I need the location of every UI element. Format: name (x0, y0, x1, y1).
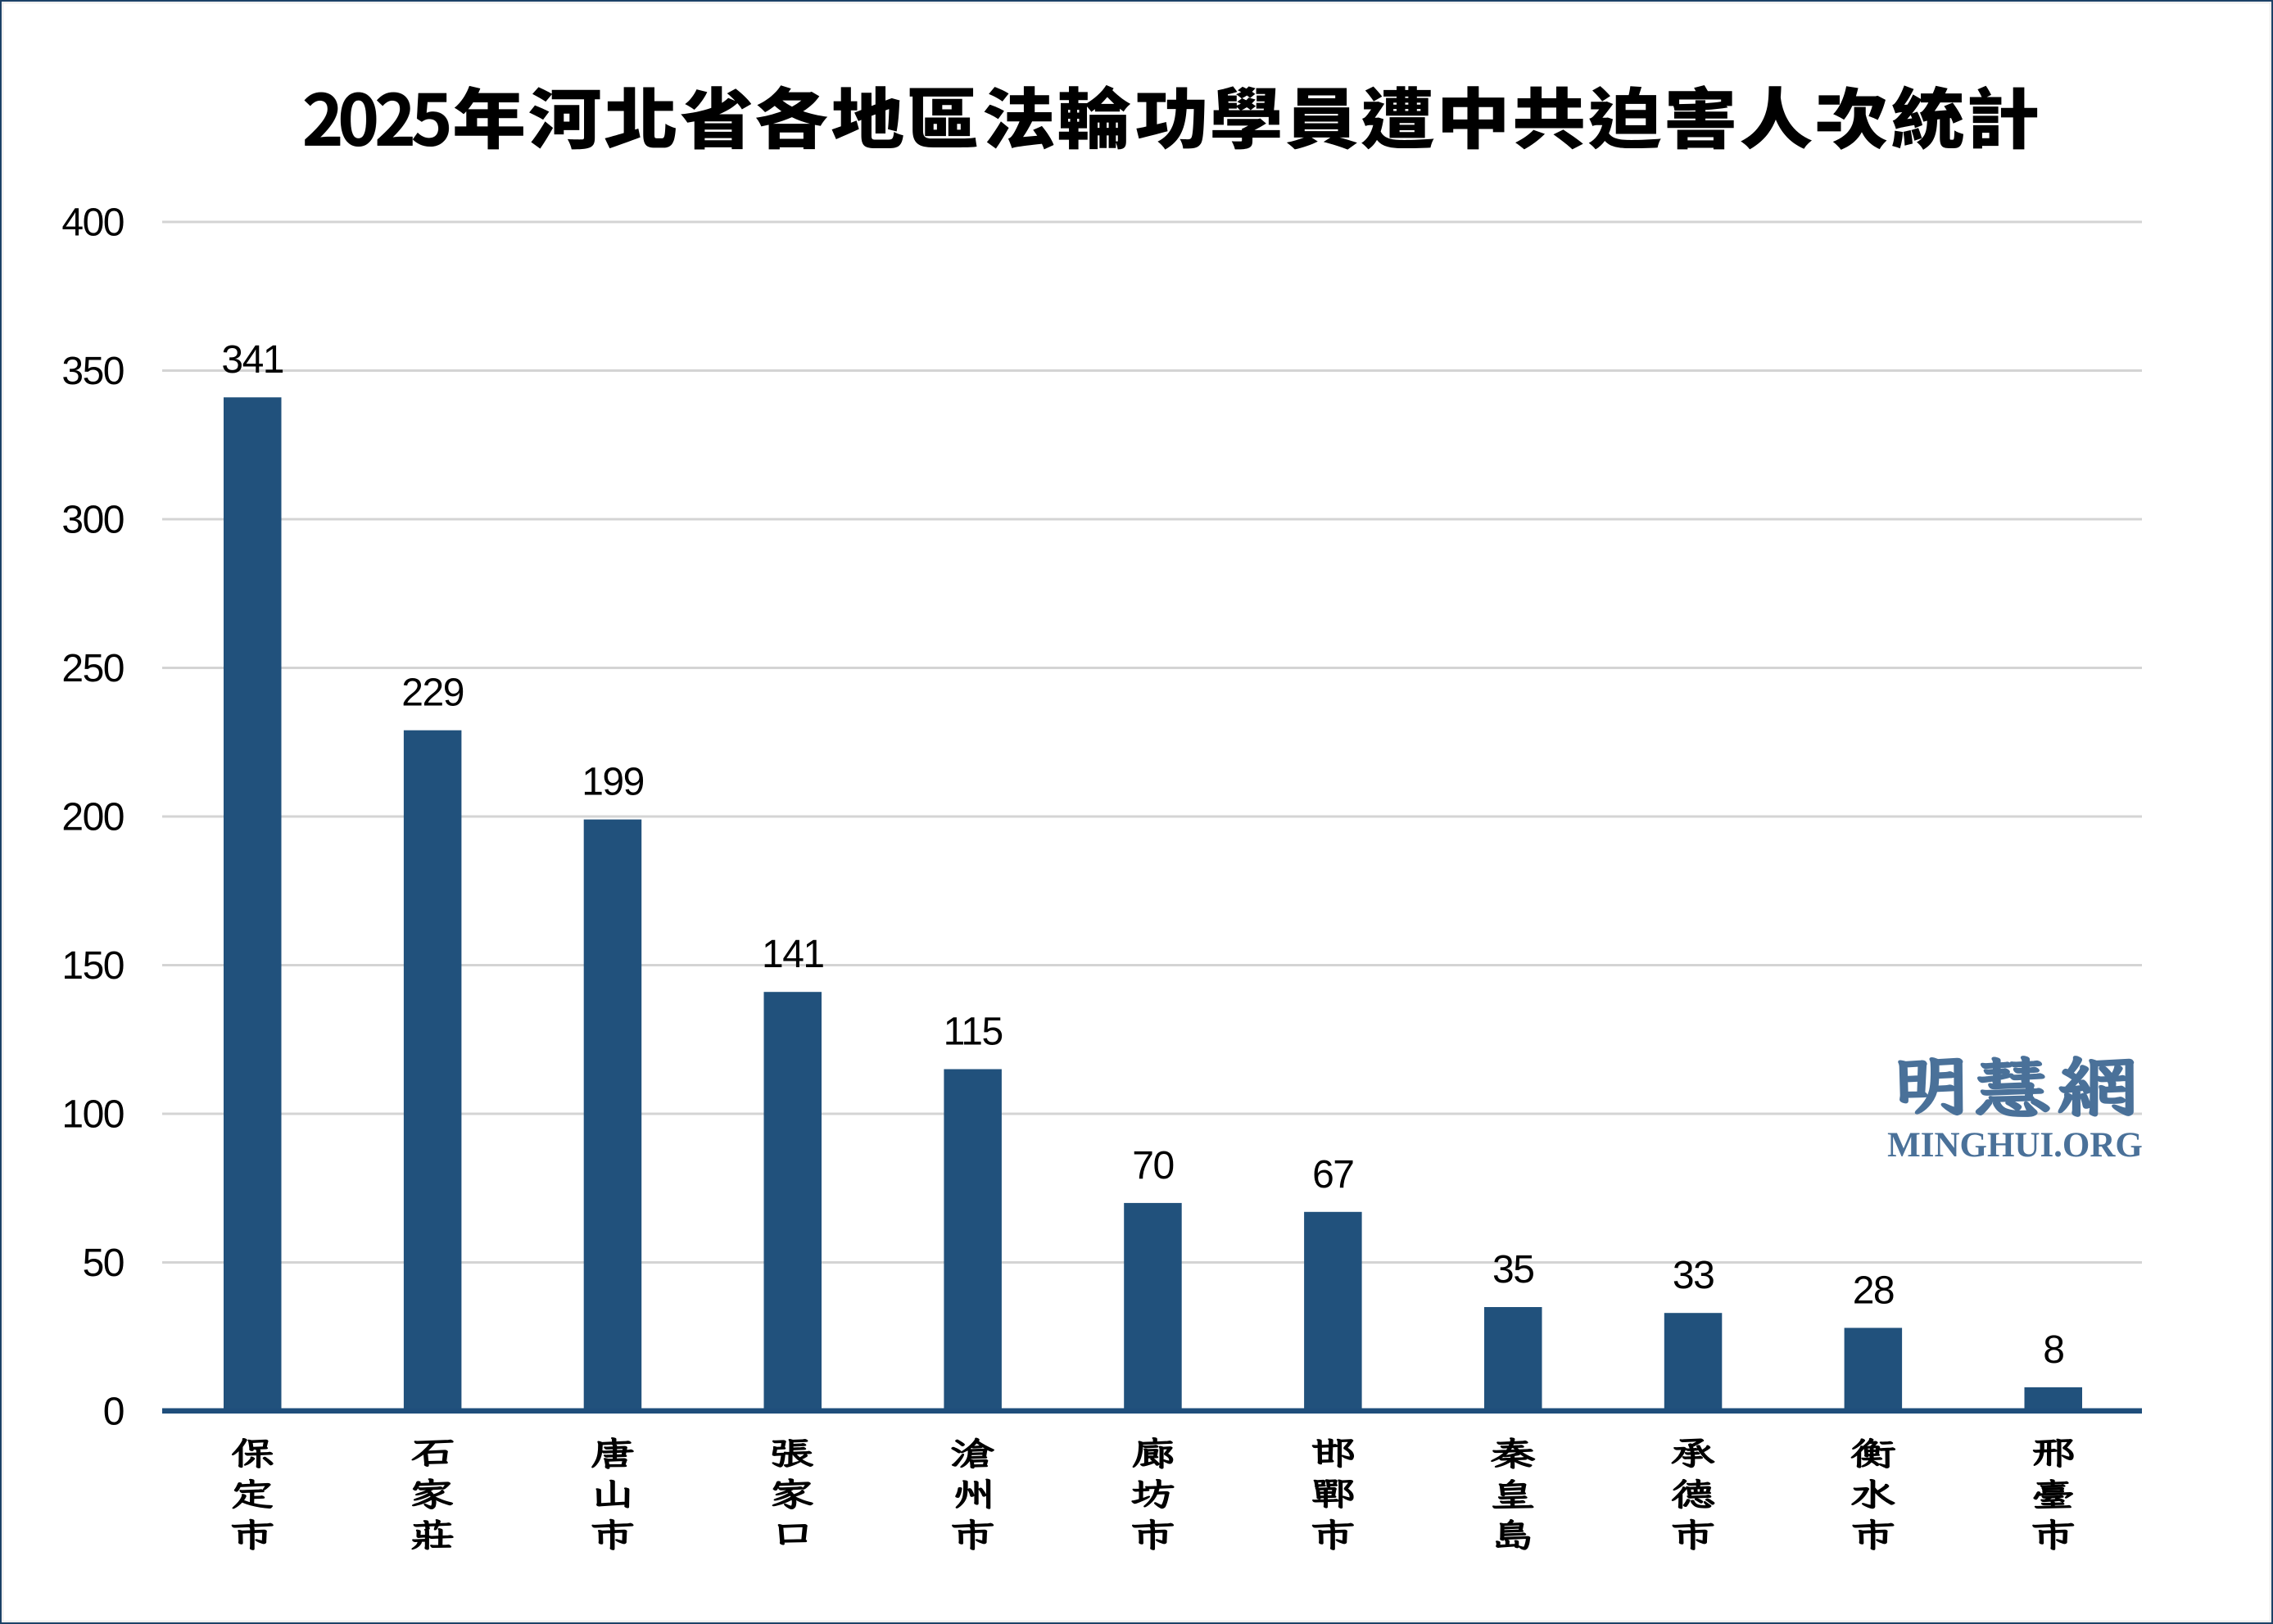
svg-text:50: 50 (83, 1242, 124, 1285)
svg-text:150: 150 (61, 944, 124, 988)
svg-text:70: 70 (1132, 1144, 1173, 1187)
svg-text:67: 67 (1312, 1153, 1353, 1197)
svg-text:100: 100 (61, 1093, 124, 1137)
svg-text:229: 229 (401, 672, 464, 715)
svg-text:141: 141 (762, 933, 824, 976)
svg-text:350: 350 (61, 350, 124, 393)
svg-text:0: 0 (103, 1391, 124, 1434)
svg-text:115: 115 (944, 1011, 1003, 1054)
svg-text:28: 28 (1853, 1269, 1894, 1312)
svg-text:400: 400 (61, 201, 124, 245)
svg-text:8: 8 (2043, 1328, 2063, 1372)
svg-text:200: 200 (61, 796, 124, 839)
svg-text:33: 33 (1673, 1254, 1714, 1297)
svg-text:199: 199 (582, 761, 644, 804)
svg-text:MINGHUI.ORG: MINGHUI.ORG (1887, 1126, 2143, 1165)
svg-text:300: 300 (61, 499, 124, 542)
svg-text:341: 341 (221, 338, 283, 382)
svg-text:35: 35 (1492, 1248, 1533, 1292)
svg-text:250: 250 (61, 647, 124, 690)
